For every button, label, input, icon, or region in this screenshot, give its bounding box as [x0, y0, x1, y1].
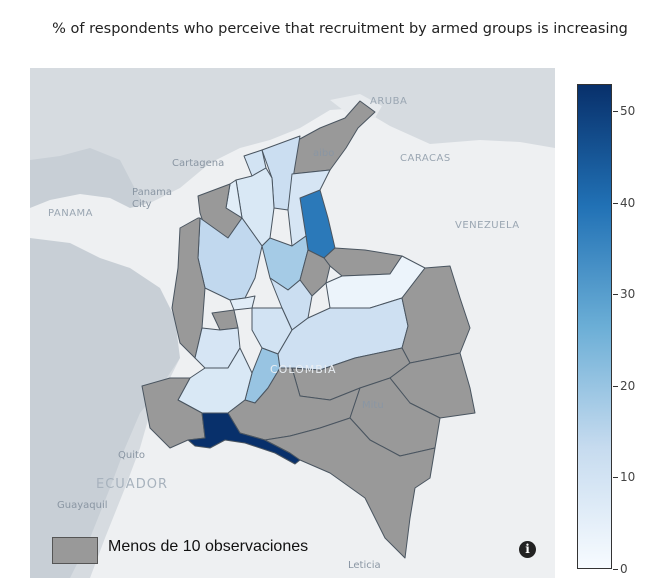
colorbar [577, 84, 612, 569]
region-caldas[interactable]: Caldas [229, 295, 256, 311]
colorbar-tick-label: 20 [620, 379, 636, 393]
info-icon[interactable]: i [519, 541, 536, 558]
colorbar-tick [613, 569, 618, 570]
region-vichada[interactable]: Vichada [401, 265, 471, 364]
colorbar-tick [613, 203, 618, 204]
label-aruba: ARUBA [370, 96, 407, 107]
map-title: % of respondents who perceive that recru… [52, 21, 628, 37]
colorbar-tick-label: 40 [620, 196, 636, 210]
label-mitu: Mitu [362, 400, 384, 411]
colorbar-tick-label: 50 [620, 104, 636, 118]
label-ecuador: ECUADOR [96, 477, 168, 492]
label-cartagena: Cartagena [172, 158, 224, 169]
region-la-guajira[interactable]: La Guajira [291, 100, 376, 175]
label-panama-city-1: Panama [132, 187, 172, 198]
legend-no-data-swatch [52, 537, 98, 564]
label-caracas: CARACAS [400, 153, 451, 164]
legend-no-data-label: Menos de 10 observaciones [108, 538, 309, 555]
departments[interactable]: La Guajira Magdalena Atlántico Bolívar C… [141, 100, 476, 559]
region-amazonas[interactable]: Amazonas [264, 417, 436, 559]
label-venezuela: VENEZUELA [455, 220, 520, 231]
label-colombia: COLOMBIA [270, 363, 337, 376]
label-guayaquil: Guayaquil [57, 500, 108, 511]
colorbar-tick-label: 0 [620, 562, 628, 576]
colorbar-tick [613, 111, 618, 112]
label-panama: PANAMA [48, 208, 93, 219]
colorbar-tick [613, 386, 618, 387]
colorbar-ticks: 0 10 20 30 40 50 [613, 0, 663, 584]
colorbar-tick-label: 10 [620, 470, 636, 484]
colorbar-tick [613, 294, 618, 295]
choropleth-map[interactable]: La Guajira Magdalena Atlántico Bolívar C… [30, 68, 555, 578]
colorbar-tick-label: 30 [620, 287, 636, 301]
label-panama-city-2: City [132, 199, 152, 210]
label-leticia: Leticia [348, 560, 381, 571]
colorbar-tick [613, 477, 618, 478]
map-panel[interactable]: La Guajira Magdalena Atlántico Bolívar C… [30, 68, 555, 578]
label-quito: Quito [118, 450, 145, 461]
label-maracaibo: aibo [313, 148, 334, 159]
